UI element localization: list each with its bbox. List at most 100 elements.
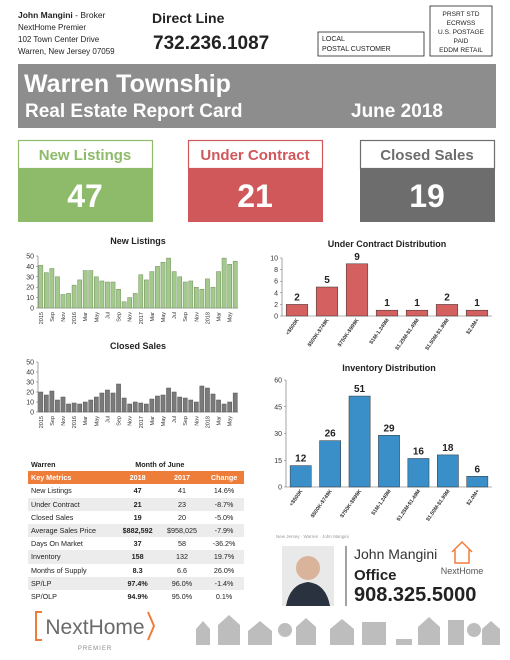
table-cell: 94.9% xyxy=(127,591,148,601)
x-tick-label: Mar xyxy=(83,416,89,426)
y-tick-label: 0 xyxy=(274,314,278,321)
stat-box xyxy=(18,168,153,222)
stat-value: 47 xyxy=(67,178,103,214)
y-tick-label: 4 xyxy=(274,290,278,297)
car-icon xyxy=(396,639,412,645)
value-label: 1 xyxy=(384,298,390,309)
table-cell: Days On Market xyxy=(31,539,83,549)
bar xyxy=(182,281,188,309)
y-tick-label: 10 xyxy=(26,400,34,407)
table-row: SP/OLP 94.9% 95.0% 0.1% xyxy=(28,590,244,603)
bar xyxy=(110,392,116,413)
x-tick-label: Sep xyxy=(183,416,189,426)
bar xyxy=(144,279,149,309)
direct-line-phone: 732.236.1087 xyxy=(153,33,269,54)
x-tick-label: 2016 xyxy=(72,312,78,324)
x-tick-label: Nov xyxy=(61,416,67,426)
tree-icon xyxy=(467,623,481,637)
x-tick-label: 2016 xyxy=(72,416,78,428)
bar xyxy=(188,280,194,309)
company: NextHome Premier xyxy=(18,23,86,32)
x-tick-label: 2017 xyxy=(139,312,145,324)
bar xyxy=(437,454,459,488)
bar xyxy=(88,270,94,309)
stat-value: 21 xyxy=(237,178,273,214)
bar xyxy=(99,392,105,413)
table-row: New Listings 47 41 14.6% xyxy=(28,484,244,497)
bar xyxy=(171,391,177,413)
x-tick-label: Sep xyxy=(50,416,56,426)
x-tick-label: $750K-$999K xyxy=(339,489,363,520)
value-label: 26 xyxy=(325,429,337,440)
bar xyxy=(110,281,116,309)
card-label: Office xyxy=(354,567,397,584)
value-label: 1 xyxy=(474,298,480,309)
x-tick-label: Jul xyxy=(172,312,178,319)
bar xyxy=(77,403,83,413)
agent-photo-suit xyxy=(286,582,330,606)
caption: New Jersey · Warren · John Mangini xyxy=(276,534,349,539)
tree-icon xyxy=(278,623,292,637)
x-tick-label: $1M-1.249M xyxy=(371,488,393,516)
x-tick-label: Sep xyxy=(117,416,123,426)
bar xyxy=(227,264,232,309)
x-tick-label: Nov xyxy=(128,312,134,322)
table-cell: 47 xyxy=(133,486,142,496)
x-tick-label: Sep xyxy=(117,312,123,322)
table-cell: Change xyxy=(204,471,244,485)
table-cell: SP/OLP xyxy=(31,591,57,601)
value-label: 6 xyxy=(475,464,481,475)
value-label: 2 xyxy=(294,292,300,303)
table-cell xyxy=(204,458,244,471)
table-cell: -36.2% xyxy=(212,539,236,549)
house-icon xyxy=(448,620,464,645)
bar xyxy=(375,309,399,317)
bar xyxy=(116,289,121,309)
value-label: 18 xyxy=(442,443,454,454)
y-tick-label: 0 xyxy=(278,485,282,492)
table-cell: Key Metrics xyxy=(28,471,116,485)
bar xyxy=(149,271,155,309)
table-cell: 19.7% xyxy=(204,550,244,564)
postage-text: ECRWSS xyxy=(447,20,476,27)
bar xyxy=(435,304,459,317)
table-cell: -7.9% xyxy=(204,523,244,538)
x-tick-label: Mar xyxy=(150,312,156,322)
bar xyxy=(88,399,94,413)
y-tick-label: 40 xyxy=(26,370,34,377)
bar xyxy=(210,393,216,413)
bar xyxy=(315,286,339,317)
chart-title: Inventory Distribution xyxy=(342,363,436,373)
x-tick-label: Jul xyxy=(105,312,111,319)
bar xyxy=(232,260,238,309)
table-cell: 8.3 xyxy=(132,565,143,575)
bar xyxy=(171,271,177,309)
y-tick-label: 40 xyxy=(26,264,34,271)
x-tick-label: Nov xyxy=(194,416,200,426)
stat-box xyxy=(188,168,323,222)
bar xyxy=(71,402,77,413)
stat-value: 19 xyxy=(409,178,445,214)
value-label: 12 xyxy=(295,454,307,465)
bar xyxy=(405,309,429,317)
table-cell: 95.0% xyxy=(171,591,193,601)
brand-icon xyxy=(451,540,473,564)
bar xyxy=(77,279,83,309)
bar xyxy=(465,309,489,317)
y-tick-label: 20 xyxy=(26,285,34,292)
x-tick-label: $1M-1.249M xyxy=(369,317,391,345)
table-row: Under Contract 21 23 -8.7% xyxy=(28,497,244,511)
bar xyxy=(127,297,133,309)
bar xyxy=(160,394,166,413)
house-icon xyxy=(330,619,354,645)
x-tick-label: 2018 xyxy=(205,312,211,324)
bar xyxy=(71,284,77,309)
table-cell: 132 xyxy=(159,550,205,564)
y-tick-label: 30 xyxy=(274,431,282,438)
x-tick-label: $2.0M+ xyxy=(465,318,480,336)
x-tick-label: Nov xyxy=(61,312,67,322)
x-tick-label: Jul xyxy=(105,416,111,423)
x-tick-label: $1.25M-$1.49M xyxy=(394,317,421,351)
y-tick-label: 6 xyxy=(274,279,278,286)
